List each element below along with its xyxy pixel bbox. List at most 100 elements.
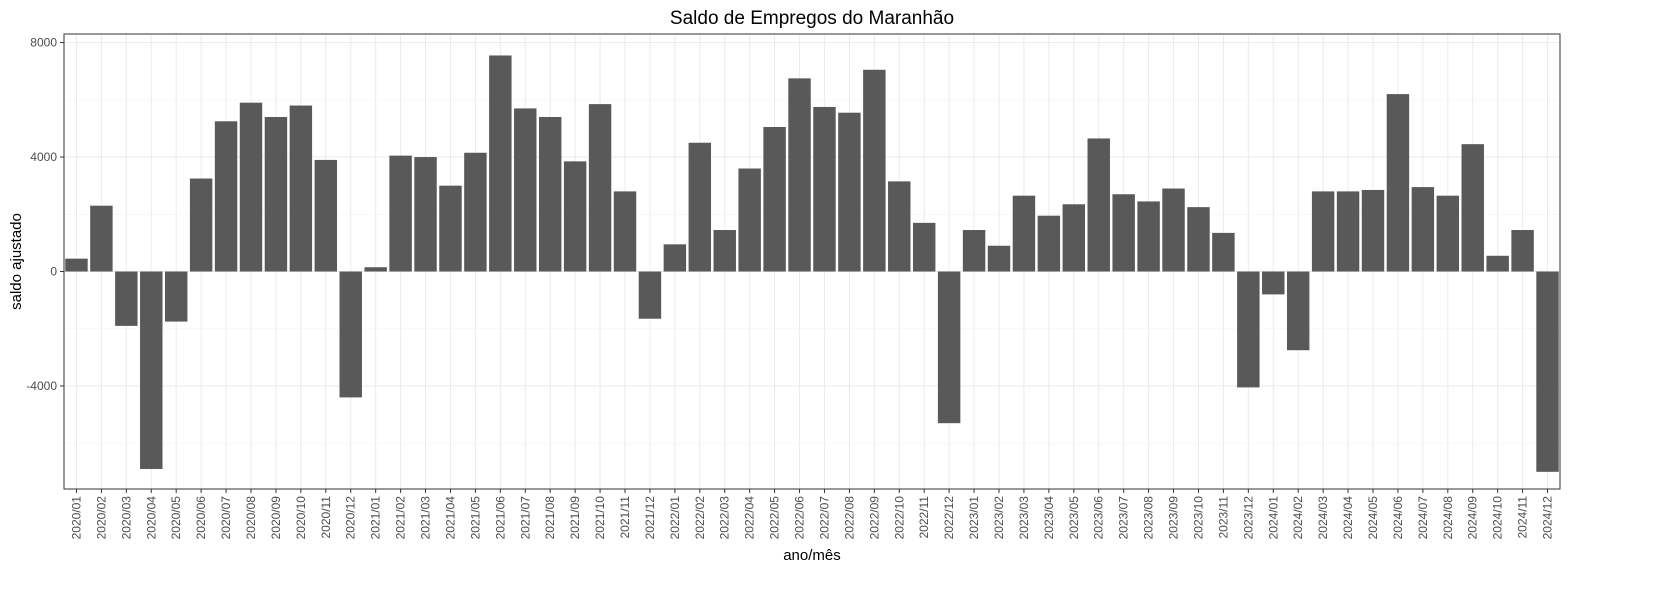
bar-2020-02 — [90, 205, 113, 272]
y-tick-label: -4000 — [26, 379, 57, 393]
x-tick-label: 2021/05 — [468, 496, 482, 540]
bar-2022-08 — [838, 112, 861, 272]
bar-2024-08 — [1436, 195, 1460, 272]
x-tick-label: 2022/12 — [942, 496, 956, 540]
x-axis-title: ano/mês — [783, 547, 841, 564]
chart-title: Saldo de Empregos do Maranhão — [670, 8, 954, 29]
x-tick-label: 2021/04 — [443, 496, 457, 540]
x-tick-label: 2024/09 — [1466, 496, 1480, 540]
x-tick-label: 2022/02 — [693, 496, 707, 540]
x-tick-label: 2023/05 — [1067, 496, 1081, 540]
x-tick-label: 2020/08 — [244, 496, 258, 540]
x-tick-label: 2021/02 — [394, 496, 408, 540]
x-tick-label: 2023/11 — [1216, 496, 1230, 539]
x-tick-label: 2020/10 — [294, 496, 308, 540]
bar-2021-05 — [464, 152, 487, 272]
x-tick-label: 2023/04 — [1042, 496, 1056, 540]
bar-2024-11 — [1511, 230, 1534, 272]
x-tick-label: 2021/10 — [593, 496, 607, 540]
x-tick-label: 2024/03 — [1316, 496, 1330, 540]
x-tick-label: 2024/04 — [1341, 496, 1355, 540]
bar-2024-12 — [1536, 271, 1559, 472]
x-tick-label: 2024/06 — [1391, 496, 1405, 540]
bar-2020-01 — [65, 258, 88, 272]
x-tick-label: 2021/11 — [618, 496, 632, 539]
x-tick-label: 2021/01 — [369, 496, 383, 540]
x-tick-label: 2024/12 — [1541, 496, 1555, 540]
x-tick-label: 2023/06 — [1092, 496, 1106, 540]
bar-2024-06 — [1386, 94, 1410, 272]
bar-2023-03 — [1012, 195, 1036, 272]
x-tick-label: 2022/07 — [817, 496, 831, 540]
x-tick-label: 2020/01 — [69, 496, 83, 540]
bar-2021-02 — [389, 155, 412, 272]
x-tick-label: 2023/09 — [1167, 496, 1181, 540]
bar-2022-05 — [763, 127, 786, 272]
bar-2020-08 — [239, 102, 263, 272]
bar-2023-09 — [1162, 188, 1185, 272]
x-tick-label: 2024/08 — [1441, 496, 1455, 540]
bar-2024-09 — [1461, 144, 1484, 272]
x-tick-label: 2024/05 — [1366, 496, 1380, 540]
x-tick-label: 2024/11 — [1516, 496, 1530, 539]
bar-2022-11 — [912, 222, 936, 272]
x-tick-label: 2021/12 — [643, 496, 657, 540]
x-tick-label: 2022/05 — [768, 496, 782, 540]
bar-2020-09 — [264, 116, 288, 272]
bar-2021-09 — [563, 161, 587, 272]
x-tick-label: 2021/07 — [518, 496, 532, 540]
bar-2021-03 — [414, 157, 437, 272]
x-tick-label: 2020/07 — [219, 496, 233, 540]
y-tick-label: 8000 — [30, 36, 57, 50]
x-tick-label: 2021/03 — [419, 496, 433, 540]
x-tick-label: 2020/05 — [169, 496, 183, 540]
x-tick-label: 2021/09 — [568, 496, 582, 540]
x-tick-label: 2020/11 — [319, 496, 333, 539]
x-tick-label: 2020/04 — [144, 496, 158, 540]
bar-2022-02 — [688, 142, 712, 272]
bar-2023-11 — [1212, 232, 1235, 272]
bar-2024-10 — [1486, 255, 1509, 272]
y-tick-label: 4000 — [30, 150, 57, 164]
x-tick-label: 2021/06 — [493, 496, 507, 540]
bar-2024-05 — [1361, 189, 1385, 272]
bar-2022-06 — [788, 78, 811, 272]
bar-2023-06 — [1087, 138, 1110, 272]
bar-2021-12 — [638, 271, 662, 319]
x-tick-label: 2023/01 — [967, 496, 981, 540]
x-tick-label: 2022/11 — [917, 496, 931, 539]
bar-2023-01 — [962, 230, 986, 272]
bar-2022-04 — [738, 168, 761, 272]
bar-2021-11 — [613, 191, 637, 272]
x-tick-label: 2024/01 — [1266, 496, 1280, 540]
x-tick-label: 2024/10 — [1491, 496, 1505, 540]
x-tick-label: 2022/08 — [842, 496, 856, 540]
panel-border — [63, 33, 1561, 490]
bar-2022-03 — [713, 230, 736, 272]
bar-2021-10 — [588, 104, 612, 272]
bar-2022-09 — [863, 69, 886, 272]
x-tick-label: 2020/02 — [94, 496, 108, 540]
bar-2024-01 — [1262, 271, 1285, 295]
x-tick-label: 2023/12 — [1241, 496, 1255, 540]
bar-2023-10 — [1187, 207, 1210, 272]
bar-2020-03 — [115, 271, 138, 326]
x-tick-label: 2022/01 — [668, 496, 682, 540]
bar-2020-10 — [289, 105, 313, 272]
y-axis: -4000 0 4000 8000 — [26, 36, 64, 393]
x-tick-label: 2023/10 — [1191, 496, 1205, 540]
bar-2020-04 — [140, 271, 163, 469]
bar-2021-01 — [364, 267, 387, 272]
bar-2022-07 — [813, 106, 836, 272]
bar-2023-07 — [1112, 194, 1135, 272]
bar-2024-04 — [1336, 191, 1360, 272]
bar-2021-06 — [489, 55, 512, 272]
bar-2021-07 — [514, 108, 537, 272]
bar-2021-04 — [439, 185, 462, 272]
x-tick-label: 2023/08 — [1142, 496, 1156, 540]
bar-2024-07 — [1411, 187, 1435, 272]
bar-2020-07 — [214, 121, 238, 272]
x-tick-label: 2020/06 — [194, 496, 208, 540]
